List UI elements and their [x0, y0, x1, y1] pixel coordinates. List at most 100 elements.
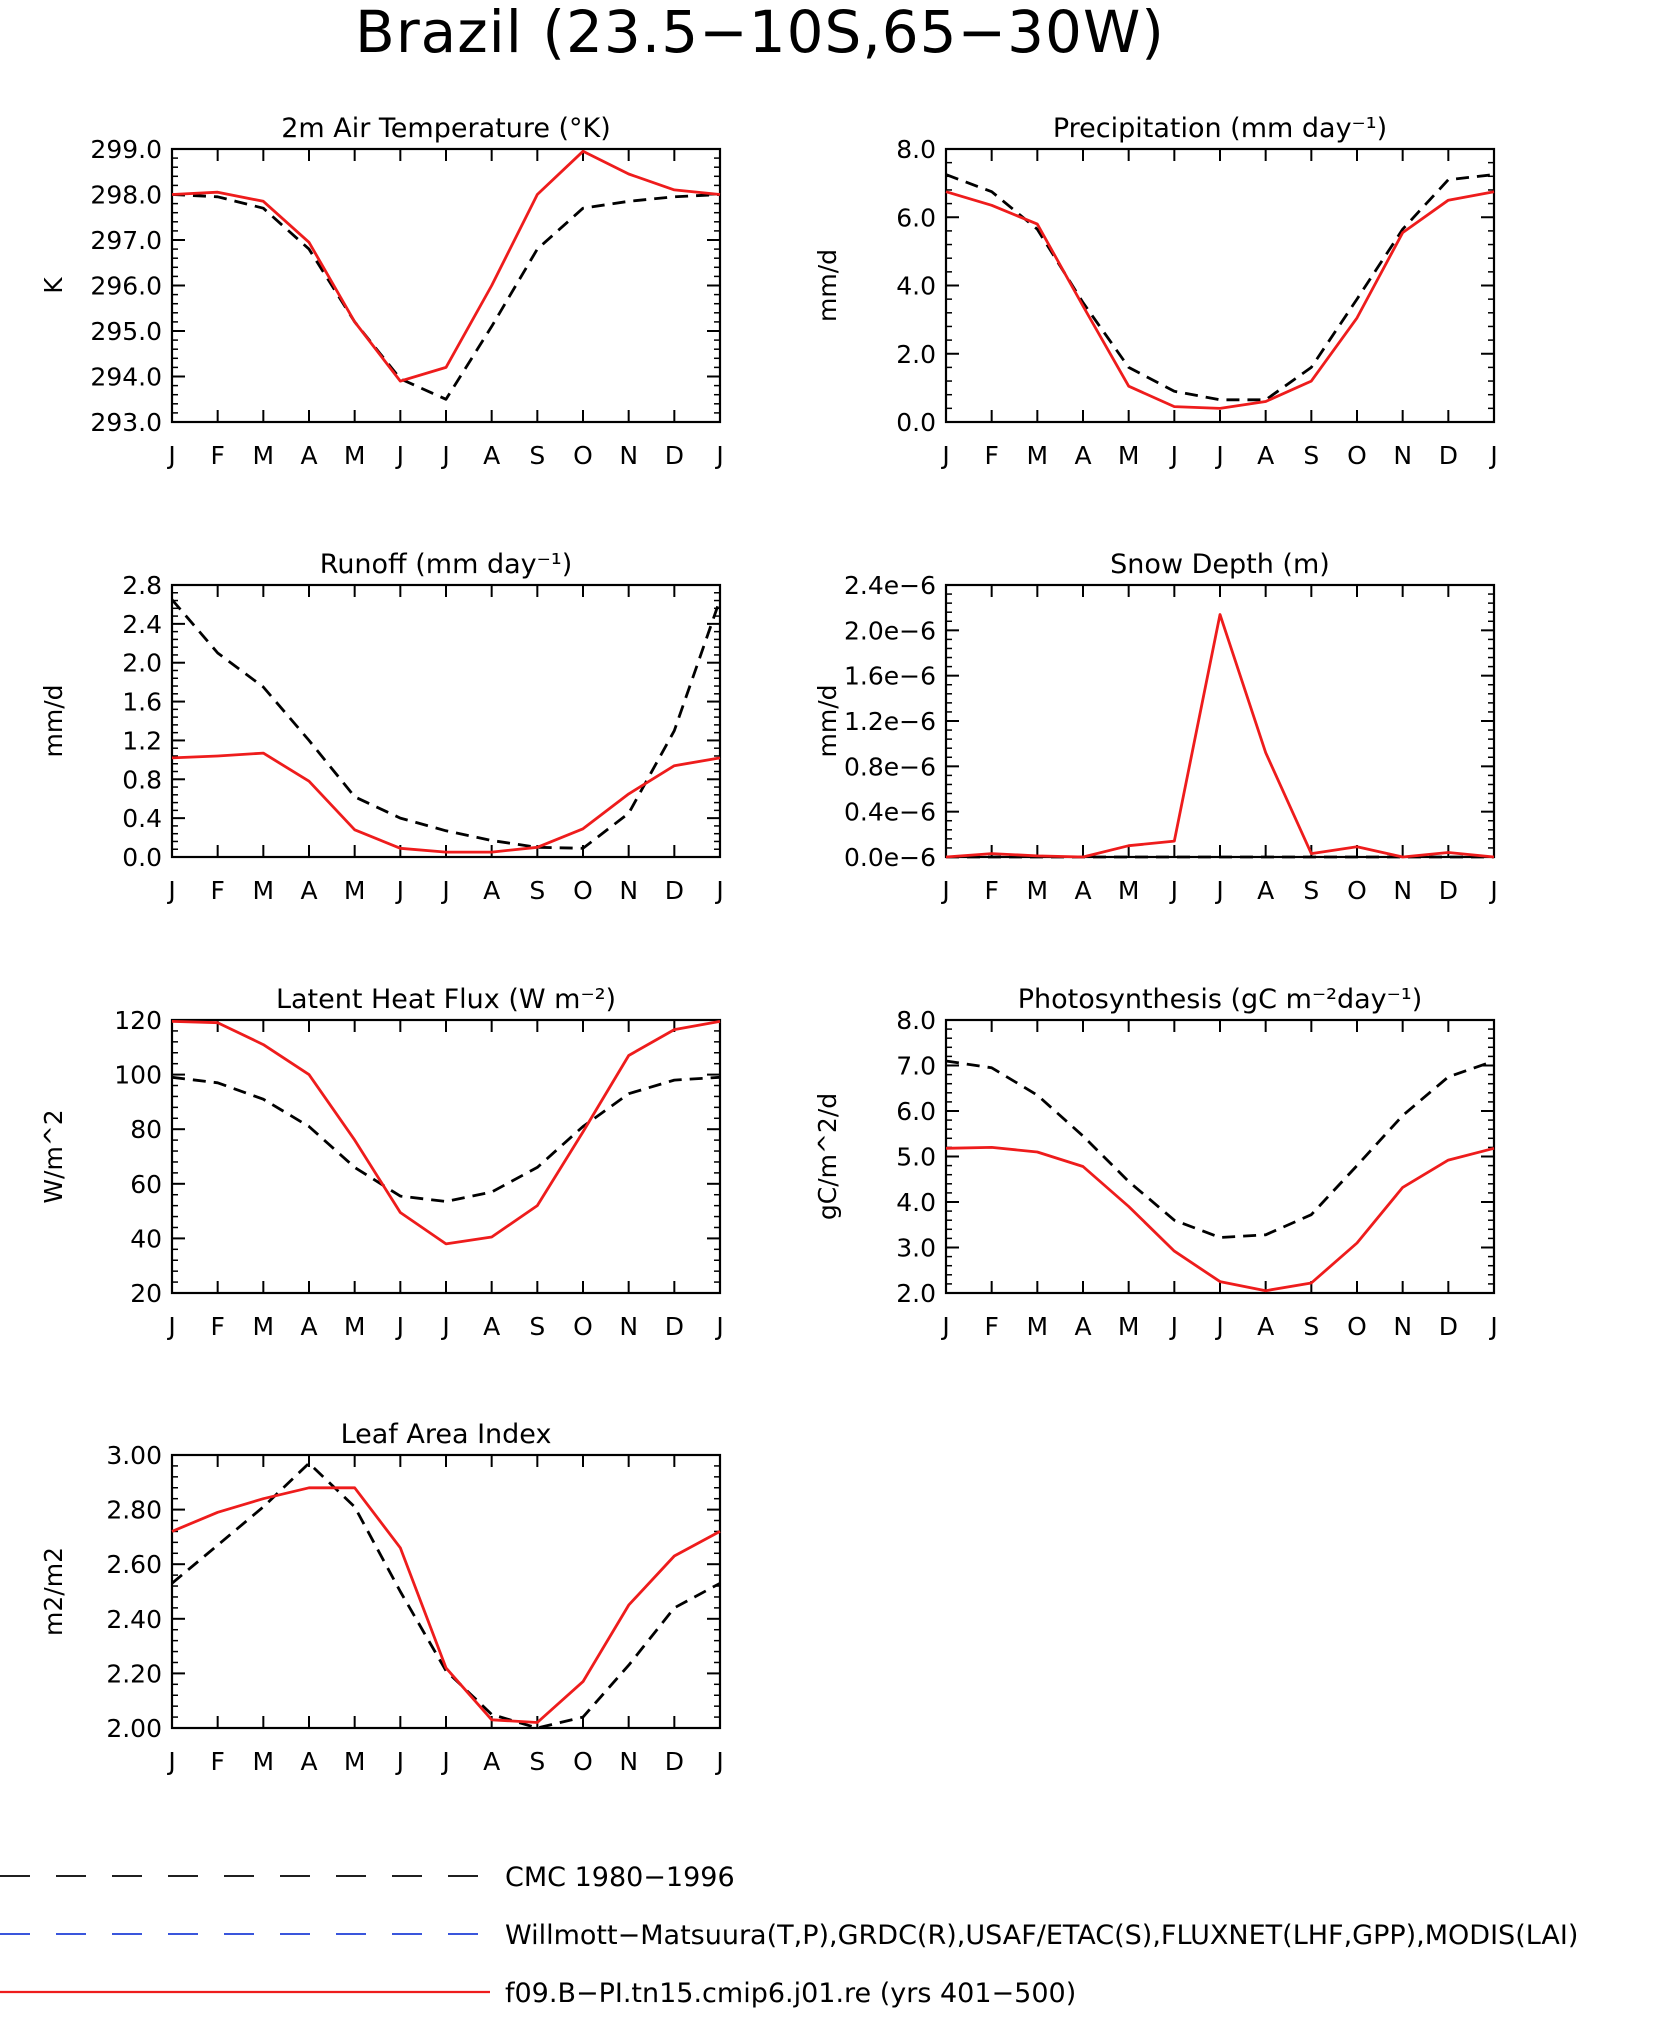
x-tick-label: J: [440, 1312, 449, 1341]
x-tick-label: J: [1488, 876, 1497, 905]
x-tick-label: D: [1439, 876, 1458, 905]
chart-panel-2: Precipitation (mm day⁻¹)mm/dJ F M A M J J A S O N D…: [813, 113, 1498, 470]
x-tick-label: J: [440, 441, 449, 470]
x-tick-label: A: [1257, 1312, 1274, 1341]
x-tick-label: M: [344, 1747, 366, 1776]
y-tick-label: 0.0: [122, 843, 162, 872]
x-tick-label: N: [1393, 1312, 1412, 1341]
y-tick-label: 0.4e−6: [844, 798, 936, 827]
x-tick-label: M: [1027, 876, 1049, 905]
x-tick-label: S: [1303, 1312, 1319, 1341]
figure-title: Brazil (23.5−10S,65−30W): [355, 0, 1165, 66]
panel-title: Runoff (mm day⁻¹): [320, 549, 572, 580]
y-tick-label: 0.4: [122, 804, 162, 833]
y-tick-label: 2.0: [896, 1279, 936, 1308]
series-line-obs: [945, 1059, 1495, 1239]
x-tick-label: J: [1488, 1312, 1497, 1341]
series-line-model: [945, 190, 1495, 410]
x-tick-label: J: [395, 876, 404, 905]
x-tick-label: S: [529, 876, 545, 905]
x-tick-label: J: [1169, 876, 1178, 905]
x-tick-label: J: [166, 1312, 175, 1341]
x-tick-label: D: [665, 1747, 684, 1776]
x-tick-label: O: [573, 876, 593, 905]
series-line-obs: [171, 193, 721, 401]
y-tick-label: 8.0: [896, 135, 936, 164]
x-tick-label: N: [619, 876, 638, 905]
y-tick-label: 6.0: [896, 1097, 936, 1126]
plot-frame: [170, 583, 722, 859]
x-tick-label: J: [1214, 876, 1223, 905]
series-line-obs: [171, 1075, 721, 1203]
x-tick-label: A: [300, 1312, 317, 1341]
y-tick-label: 8.0: [896, 1006, 936, 1035]
y-tick-label: 2.8: [122, 571, 162, 600]
y-tick-label: 5.0: [896, 1143, 936, 1172]
y-tick-label: 3.00: [106, 1441, 162, 1470]
y-axis-label: W/m^2: [39, 1109, 68, 1203]
x-tick-label: A: [483, 1312, 500, 1341]
x-tick-label: M: [1027, 441, 1049, 470]
y-tick-label: 2.00: [106, 1714, 162, 1743]
x-tick-label: F: [984, 441, 998, 470]
x-tick-label: D: [665, 876, 684, 905]
y-tick-label: 295.0: [90, 317, 162, 346]
y-axis-label: m2/m2: [39, 1547, 68, 1636]
y-tick-label: 2.0e−6: [844, 616, 936, 645]
y-tick-label: 1.6: [122, 688, 162, 717]
y-tick-label: 7.0: [896, 1052, 936, 1081]
plot-frame: [170, 1018, 722, 1295]
x-tick-label: S: [529, 441, 545, 470]
x-tick-label: A: [300, 1747, 317, 1776]
x-tick-label: A: [300, 441, 317, 470]
y-tick-label: 2.0: [122, 649, 162, 678]
y-axis-label: gC/m^2/d: [813, 1093, 842, 1220]
panel-title: 2m Air Temperature (°K): [281, 113, 611, 144]
x-tick-label: J: [395, 1312, 404, 1341]
x-tick-label: F: [984, 876, 998, 905]
panel-title: Photosynthesis (gC m⁻²day⁻¹): [1018, 984, 1422, 1015]
x-tick-label: J: [1169, 1312, 1178, 1341]
chart-panel-3: Runoff (mm day⁻¹)mm/dJ F M A M J J A S O N D J0.00.4…: [39, 549, 724, 905]
x-tick-label: N: [619, 1747, 638, 1776]
x-tick-label: M: [1027, 1312, 1049, 1341]
y-tick-label: 1.2e−6: [844, 707, 936, 736]
x-tick-label: A: [483, 1747, 500, 1776]
x-tick-label: A: [483, 441, 500, 470]
x-tick-label: N: [1393, 876, 1412, 905]
y-axis-label: mm/d: [813, 249, 842, 322]
chart-panel-6: Photosynthesis (gC m⁻²day⁻¹) gC/m^2/d J F M A…: [813, 984, 1498, 1341]
series-line-model: [171, 1020, 721, 1246]
plot-frame: [944, 1018, 1496, 1295]
x-tick-label: A: [1257, 876, 1274, 905]
y-tick-label: 0.0e−6: [844, 843, 936, 872]
x-tick-label: F: [210, 1747, 224, 1776]
x-tick-label: M: [253, 1747, 275, 1776]
x-tick-label: J: [395, 1747, 404, 1776]
y-tick-label: 4.0: [896, 272, 936, 301]
x-tick-label: O: [1347, 441, 1367, 470]
plot-frame: [170, 147, 722, 424]
x-tick-label: F: [984, 1312, 998, 1341]
plot-frame: [170, 1453, 722, 1730]
y-tick-label: 0.0: [896, 408, 936, 437]
series-line-model: [171, 149, 721, 383]
panel-title: Snow Depth (m): [1110, 549, 1330, 580]
y-tick-label: 1.2: [122, 726, 162, 755]
x-tick-label: S: [1303, 876, 1319, 905]
y-tick-label: 2.60: [106, 1550, 162, 1579]
y-tick-label: 0.8e−6: [844, 752, 936, 781]
y-tick-label: 297.0: [90, 226, 162, 255]
x-tick-label: M: [253, 876, 275, 905]
legend-label-2: Willmott−Matsuura(T,P),GRDC(R),USAF/ETAC…: [505, 1920, 1578, 1951]
x-tick-label: F: [210, 876, 224, 905]
x-tick-label: S: [529, 1312, 545, 1341]
x-tick-label: J: [940, 1312, 949, 1341]
x-tick-label: N: [619, 441, 638, 470]
y-tick-label: 6.0: [896, 203, 936, 232]
y-tick-label: 294.0: [90, 363, 162, 392]
series-line-obs: [171, 1461, 721, 1730]
plot-frame: [944, 147, 1496, 424]
x-tick-label: A: [1074, 876, 1091, 905]
